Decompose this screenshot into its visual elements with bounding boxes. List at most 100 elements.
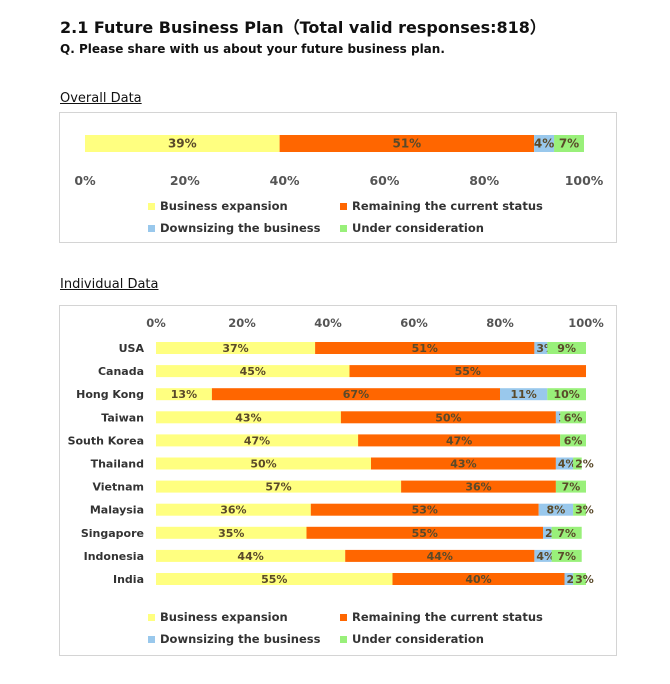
bar-segment-hong-kong-remaining-the-current-status (211, 388, 500, 401)
x-tick-label-0: 0% (146, 316, 166, 330)
bar-segment-vietnam-remaining-the-current-status (401, 480, 556, 493)
bar-segment-singapore-downsizing-the-business (543, 526, 552, 539)
data-label-indonesia-business-expansion: 44% (237, 550, 263, 563)
bar-segment-hong-kong-downsizing-the-business (500, 388, 548, 401)
bar-segment-overall-business-expansion (85, 135, 280, 152)
bar-segment-usa-under-consideration (547, 342, 586, 354)
bar-segment-taiwan-under-consideration (560, 411, 586, 424)
data-label-hong-kong-under-consideration: 10% (553, 388, 579, 401)
data-label-taiwan-under-consideration: 6% (564, 411, 583, 424)
bar-segment-usa-downsizing-the-business (534, 342, 548, 354)
bar-segment-hong-kong-under-consideration (547, 388, 586, 401)
data-label-singapore-remaining-the-current-status: 55% (412, 527, 438, 540)
data-label-india-business-expansion: 55% (261, 573, 287, 586)
legend-label-remaining-the-current-status: Remaining the current status (352, 610, 543, 624)
data-label-canada-business-expansion: 45% (240, 365, 266, 378)
bar-segment-thailand-under-consideration (573, 457, 582, 470)
bar-segment-thailand-downsizing-the-business (555, 457, 574, 470)
data-label-south-korea-remaining-the-current-status: 47% (446, 434, 472, 447)
bar-segment-usa-business-expansion (156, 342, 316, 354)
data-label-malaysia-under-consideration: 3% (575, 504, 594, 517)
question-text: Q. Please share with us about your futur… (60, 42, 445, 56)
bar-segment-indonesia-business-expansion (156, 549, 346, 562)
individual-section-title: Individual Data (60, 277, 159, 292)
data-label-malaysia-downsizing-the-business: 8% (547, 504, 566, 517)
bar-segment-usa-remaining-the-current-status (315, 342, 535, 354)
data-label-vietnam-business-expansion: 57% (265, 481, 291, 494)
data-label-overall-under-consideration: 7% (559, 137, 579, 151)
data-label-overall-business-expansion: 39% (168, 137, 197, 151)
data-label-malaysia-business-expansion: 36% (220, 504, 246, 517)
x-tick-label-5: 100% (568, 316, 604, 330)
data-label-usa-remaining-the-current-status: 51% (412, 342, 438, 355)
bar-segment-malaysia-under-consideration (573, 503, 586, 516)
data-label-indonesia-remaining-the-current-status: 44% (427, 550, 453, 563)
category-label-taiwan: Taiwan (101, 411, 144, 424)
legend-swatch-business-expansion (148, 203, 155, 210)
category-label-singapore: Singapore (81, 527, 144, 540)
bar-segment-malaysia-downsizing-the-business (538, 503, 574, 516)
data-label-overall-remaining-the-current-status: 51% (392, 137, 421, 151)
data-label-hong-kong-remaining-the-current-status: 67% (343, 388, 369, 401)
legend-label-under-consideration: Under consideration (352, 221, 484, 235)
legend-label-remaining-the-current-status: Remaining the current status (352, 199, 543, 213)
data-label-india-remaining-the-current-status: 40% (465, 573, 491, 586)
x-tick-label-1: 20% (228, 316, 256, 330)
category-label-thailand: Thailand (91, 458, 144, 471)
data-label-canada-remaining-the-current-status: 55% (455, 365, 481, 378)
legend-label-downsizing-the-business: Downsizing the business (160, 221, 321, 235)
data-label-indonesia-under-consideration: 7% (557, 550, 576, 563)
data-label-usa-business-expansion: 37% (222, 342, 248, 355)
bar-segment-india-business-expansion (156, 573, 393, 585)
data-label-thailand-remaining-the-current-status: 43% (450, 458, 476, 471)
data-label-vietnam-under-consideration: 7% (562, 481, 581, 494)
category-label-hong-kong: Hong Kong (76, 388, 144, 401)
bar-segment-vietnam-under-consideration (555, 480, 586, 493)
x-tick-label-3: 60% (369, 173, 399, 188)
bar-segment-indonesia-remaining-the-current-status (345, 549, 535, 562)
legend-swatch-downsizing-the-business (148, 636, 155, 643)
legend-label-downsizing-the-business: Downsizing the business (160, 632, 321, 646)
bar-segment-hong-kong-business-expansion (156, 388, 212, 401)
legend-label-under-consideration: Under consideration (352, 632, 484, 646)
category-label-indonesia: Indonesia (84, 550, 144, 563)
bar-segment-indonesia-under-consideration (551, 549, 582, 562)
data-label-thailand-under-consideration: 2% (575, 458, 594, 471)
data-label-india-under-consideration: 3% (575, 573, 594, 586)
data-label-singapore-business-expansion: 35% (218, 527, 244, 540)
x-tick-label-5: 100% (565, 173, 604, 188)
x-tick-label-4: 80% (469, 173, 499, 188)
data-label-singapore-under-consideration: 7% (557, 527, 576, 540)
bar-segment-india-downsizing-the-business (564, 573, 574, 585)
bar-segment-indonesia-downsizing-the-business (534, 549, 552, 562)
legend-swatch-business-expansion (148, 614, 155, 621)
category-label-malaysia: Malaysia (90, 504, 144, 517)
individual-chart-panel: 0% 20% 40% 60% 80% 100% USA 37% 51% 3% 9% Canada 45%… (59, 305, 617, 656)
data-label-vietnam-remaining-the-current-status: 36% (465, 481, 491, 494)
bar-segment-india-under-consideration (573, 573, 586, 585)
data-label-malaysia-remaining-the-current-status: 53% (412, 504, 438, 517)
bar-segment-taiwan-downsizing-the-business (555, 411, 561, 424)
overall-chart: 0% 20% 40% 60% 80% 100% 39% 51% 4% 7% Business exp… (74, 135, 604, 235)
data-label-hong-kong-business-expansion: 13% (171, 388, 197, 401)
bar-segment-singapore-remaining-the-current-status (306, 526, 543, 539)
data-label-taiwan-business-expansion: 43% (235, 411, 261, 424)
x-tick-label-2: 40% (314, 316, 342, 330)
bar-segment-south-korea-remaining-the-current-status (358, 434, 561, 447)
category-label-usa: USA (119, 342, 145, 355)
data-label-usa-under-consideration: 9% (557, 342, 576, 355)
bar-segment-canada-business-expansion (156, 365, 350, 378)
data-label-south-korea-business-expansion: 47% (244, 434, 270, 447)
data-label-taiwan-remaining-the-current-status: 50% (435, 411, 461, 424)
individual-chart: 0% 20% 40% 60% 80% 100% USA 37% 51% 3% 9% Canada 45%… (68, 316, 605, 646)
category-label-vietnam: Vietnam (92, 481, 144, 494)
bar-segment-overall-remaining-the-current-status (279, 135, 535, 152)
bar-segment-taiwan-remaining-the-current-status (340, 411, 556, 424)
data-label-thailand-business-expansion: 50% (250, 458, 276, 471)
x-tick-label-4: 80% (486, 316, 514, 330)
data-label-thailand-downsizing-the-business: 4% (558, 458, 577, 471)
bar-segment-overall-downsizing-the-business (534, 135, 555, 152)
category-label-india: India (113, 573, 144, 586)
data-label-south-korea-under-consideration: 6% (564, 434, 583, 447)
bar-segment-canada-remaining-the-current-status (349, 365, 586, 378)
